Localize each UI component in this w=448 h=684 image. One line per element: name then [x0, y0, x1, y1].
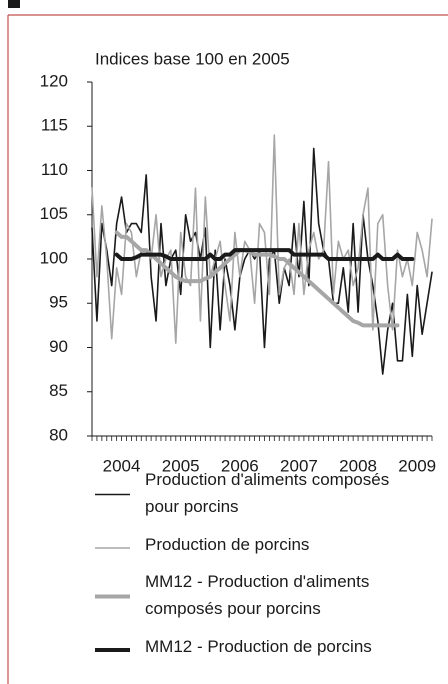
- legend-label: Production d'aliments composés pour porc…: [145, 470, 394, 516]
- y-tick-label: 80: [49, 425, 68, 444]
- x-tick-label: 2008: [339, 456, 377, 475]
- legend-label: MM12 - Production de porcins: [145, 637, 372, 656]
- x-tick-label: 2005: [162, 456, 200, 475]
- x-tick-label: 2007: [280, 456, 318, 475]
- series-line: [114, 248, 415, 261]
- clipped-heading: [8, 0, 20, 8]
- y-tick-label: 115: [41, 116, 68, 135]
- legend-label: MM12 - Production d'aliments composés po…: [145, 572, 374, 618]
- legend-label: Production de porcins: [145, 535, 309, 554]
- y-tick-label: 95: [49, 293, 68, 312]
- y-tick-label: 100: [40, 248, 68, 267]
- x-tick-label: 2004: [103, 456, 141, 475]
- y-tick-label: 85: [49, 381, 68, 400]
- x-tick-label: 2006: [221, 456, 259, 475]
- y-tick-label: 105: [40, 204, 68, 223]
- y-tick-label: 110: [41, 160, 68, 179]
- y-tick-label: 90: [49, 337, 68, 356]
- y-tick-label: 120: [40, 71, 68, 90]
- series-line: [91, 147, 433, 375]
- chart-title: Indices base 100 en 2005: [95, 49, 290, 68]
- series-line: [114, 230, 400, 328]
- x-tick-label: 2009: [398, 456, 436, 475]
